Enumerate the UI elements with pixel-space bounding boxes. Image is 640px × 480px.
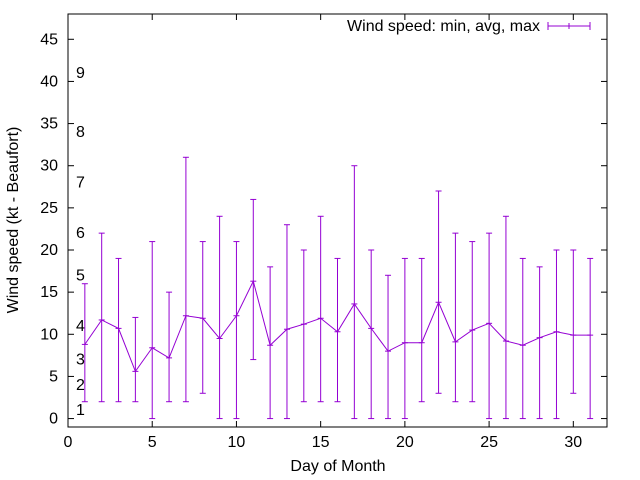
y-tick-label: 25 [40,200,58,217]
plot-frame [67,13,608,428]
y-tick-label: 20 [40,242,58,259]
legend-label: Wind speed: min, avg, max [347,18,540,35]
x-axis-label: Day of Month [290,458,385,475]
x-tick-label: 15 [312,434,330,451]
beaufort-label: 2 [76,377,85,394]
x-tick-label: 10 [228,434,246,451]
y-tick-label: 30 [40,158,58,175]
beaufort-label: 6 [76,225,85,242]
beaufort-label: 9 [76,65,85,82]
beaufort-label: 1 [76,402,85,419]
x-tick-label: 0 [64,434,73,451]
beaufort-label: 4 [76,318,85,335]
y-tick-label: 45 [40,31,58,48]
x-tick-label: 20 [396,434,414,451]
y-tick-label: 10 [40,326,58,343]
beaufort-label: 5 [76,267,85,284]
y-tick-label: 40 [40,73,58,90]
y-tick-label: 0 [49,411,58,428]
y-axis-label: Wind speed (kt - Beaufort) [5,127,22,314]
y-tick-label: 15 [40,284,58,301]
x-tick-label: 5 [148,434,157,451]
beaufort-annotations: 1 2 3 4 5 6 7 8 9 [76,65,85,419]
legend: Wind speed: min, avg, max [347,18,591,35]
y-tick-label: 35 [40,116,58,133]
y-tick-label: 5 [49,368,58,385]
x-tick-label: 30 [564,434,582,451]
beaufort-label: 8 [76,124,85,141]
beaufort-label: 7 [76,175,85,192]
beaufort-label: 3 [76,352,85,369]
x-tick-label: 25 [480,434,498,451]
series-layer [81,156,594,420]
